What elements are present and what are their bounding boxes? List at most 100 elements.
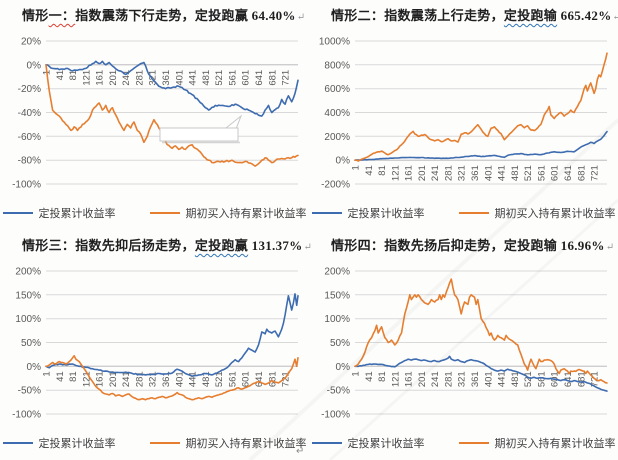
svg-text:41: 41 [364, 371, 375, 382]
svg-text:1: 1 [351, 165, 362, 170]
svg-text:-20%: -20% [18, 84, 41, 95]
svg-text:521: 521 [214, 70, 225, 86]
series-line-blue [354, 355, 608, 392]
line-chart: 200% 150% 100% 50% 0% -50% -100% 1 41 81 121 161 201… [12, 267, 299, 421]
svg-text:200%: 200% [324, 132, 350, 143]
blue-line-swatch-icon [311, 442, 342, 444]
svg-text:361: 361 [161, 371, 172, 387]
series-line-orange [45, 355, 299, 401]
chart-legend: 定投累计收益率 期初买入持有累计收益率 [309, 431, 618, 455]
callout-box [159, 114, 243, 144]
chart-legend: 定投累计收益率 期初买入持有累计收益率 [0, 201, 309, 225]
svg-text:561: 561 [536, 165, 547, 181]
title-segment: 定投跑赢 [194, 238, 249, 253]
y-axis-labels: 1000% 800% 600% 400% 200% 0% -200% [319, 37, 350, 191]
blue-line-swatch-icon [2, 442, 33, 444]
svg-text:321: 321 [148, 371, 159, 387]
svg-text:-100%: -100% [321, 410, 350, 421]
svg-text:201: 201 [417, 165, 428, 181]
svg-text:281: 281 [444, 165, 455, 181]
legend-label: 定投累计收益率 [347, 438, 425, 450]
svg-text:-80%: -80% [18, 156, 41, 167]
svg-text:241: 241 [121, 70, 132, 86]
series-line-orange [354, 52, 608, 162]
legend-label: 定投累计收益率 [38, 208, 116, 220]
svg-text:481: 481 [201, 70, 212, 86]
svg-text:50%: 50% [21, 338, 41, 349]
svg-text:41: 41 [364, 165, 375, 176]
legend-label: 期初买入持有累计收益率 [494, 208, 616, 220]
chart-title: 情形三：指数先抑后扬走势，定投跑赢 131.37%↵ [22, 235, 312, 259]
legend-item-dingtou: 定投累计收益率 [311, 435, 425, 451]
svg-text:441: 441 [188, 70, 199, 86]
svg-text:-100%: -100% [12, 180, 41, 191]
orange-line-swatch-icon [458, 212, 489, 214]
svg-text:241: 241 [430, 371, 441, 387]
series-line-blue [45, 293, 299, 378]
svg-text:81: 81 [68, 371, 79, 382]
svg-text:0%: 0% [336, 156, 351, 167]
title-segment: 情形三：指数先抑后扬走势， [22, 238, 195, 253]
panel-scenario-2: 情形二：指数震荡上行走势，定投跑输 665.42%↵ 1000% 800% 600%… [309, 0, 618, 230]
svg-text:0%: 0% [336, 362, 351, 373]
svg-text:721: 721 [590, 165, 601, 181]
panel-scenario-4: 情形四：指数先扬后抑走势，定投跑输 16.96%↵ 200% 150% 100% 50… [309, 230, 618, 460]
legend-label: 期初买入持有累计收益率 [494, 438, 616, 450]
legend-item-dingtou: 定投累计收益率 [2, 205, 116, 221]
orange-line-swatch-icon [149, 442, 180, 444]
svg-text:161: 161 [404, 371, 415, 387]
svg-text:401: 401 [174, 371, 185, 387]
title-segment: 定投跑输 [503, 8, 558, 23]
svg-text:1000%: 1000% [319, 37, 350, 48]
svg-text:81: 81 [68, 70, 79, 81]
title-segment: 16.96% [557, 238, 605, 253]
svg-text:0%: 0% [27, 60, 42, 71]
svg-text:400%: 400% [324, 108, 350, 119]
svg-text:481: 481 [201, 371, 212, 387]
svg-text:521: 521 [523, 165, 534, 181]
svg-text:41: 41 [55, 70, 66, 81]
svg-text:721: 721 [281, 70, 292, 86]
legend-item-buyhold: 期初买入持有累计收益率 [458, 435, 616, 451]
svg-text:50%: 50% [330, 338, 350, 349]
svg-text:681: 681 [576, 165, 587, 181]
paragraph-return-mark: ↵ [605, 242, 615, 253]
svg-text:201: 201 [417, 371, 428, 387]
series-line-orange [354, 278, 608, 384]
svg-text:681: 681 [267, 70, 278, 86]
chart-legend: 定投累计收益率 期初买入持有累计收益率 [309, 201, 618, 225]
y-axis-labels: 20% 0% -20% -40% -60% -80% -100% [12, 37, 41, 191]
svg-text:441: 441 [497, 371, 508, 387]
svg-text:321: 321 [457, 371, 468, 387]
svg-text:-50%: -50% [18, 386, 41, 397]
svg-text:200%: 200% [324, 267, 350, 278]
svg-text:-60%: -60% [18, 132, 41, 143]
svg-text:361: 361 [470, 165, 481, 181]
title-segment: 情形四：指数先扬后抑走势， [331, 238, 504, 253]
svg-text:321: 321 [457, 165, 468, 181]
legend-label: 定投累计收益率 [38, 438, 116, 450]
svg-text:561: 561 [227, 70, 238, 86]
svg-text:1: 1 [351, 371, 362, 376]
paragraph-return-mark: ↵ [612, 12, 618, 23]
svg-text:681: 681 [576, 371, 587, 387]
x-axis-labels: 1 41 81 121 161 201 241 281 321 361 401 441 481 521 56… [42, 70, 292, 86]
svg-text:361: 361 [470, 371, 481, 387]
line-chart: 200% 150% 100% 50% 0% -50% -100% 1 41 81 121 161 201… [321, 267, 608, 421]
svg-text:521: 521 [214, 371, 225, 387]
y-axis-labels: 200% 150% 100% 50% 0% -50% -100% [12, 267, 41, 421]
legend-label: 定投累计收益率 [347, 208, 425, 220]
paragraph-return-mark: ↵ [296, 446, 305, 457]
svg-text:-200%: -200% [321, 180, 350, 191]
legend-item-buyhold: 期初买入持有累计收益率 [149, 205, 307, 221]
title-segment: 情形二：指数震荡上行走势， [331, 8, 504, 23]
title-segment: 情形 [22, 8, 49, 23]
series-line-blue [354, 130, 608, 161]
chart-title: 情形一：指数震荡下行走势，定投跑赢 64.40%↵ [22, 5, 307, 29]
svg-text:281: 281 [135, 371, 146, 387]
svg-text:-50%: -50% [327, 386, 350, 397]
title-segment: 64.40% [248, 8, 296, 23]
svg-text:241: 241 [430, 165, 441, 181]
legend-item-buyhold: 期初买入持有累计收益率 [149, 435, 307, 451]
